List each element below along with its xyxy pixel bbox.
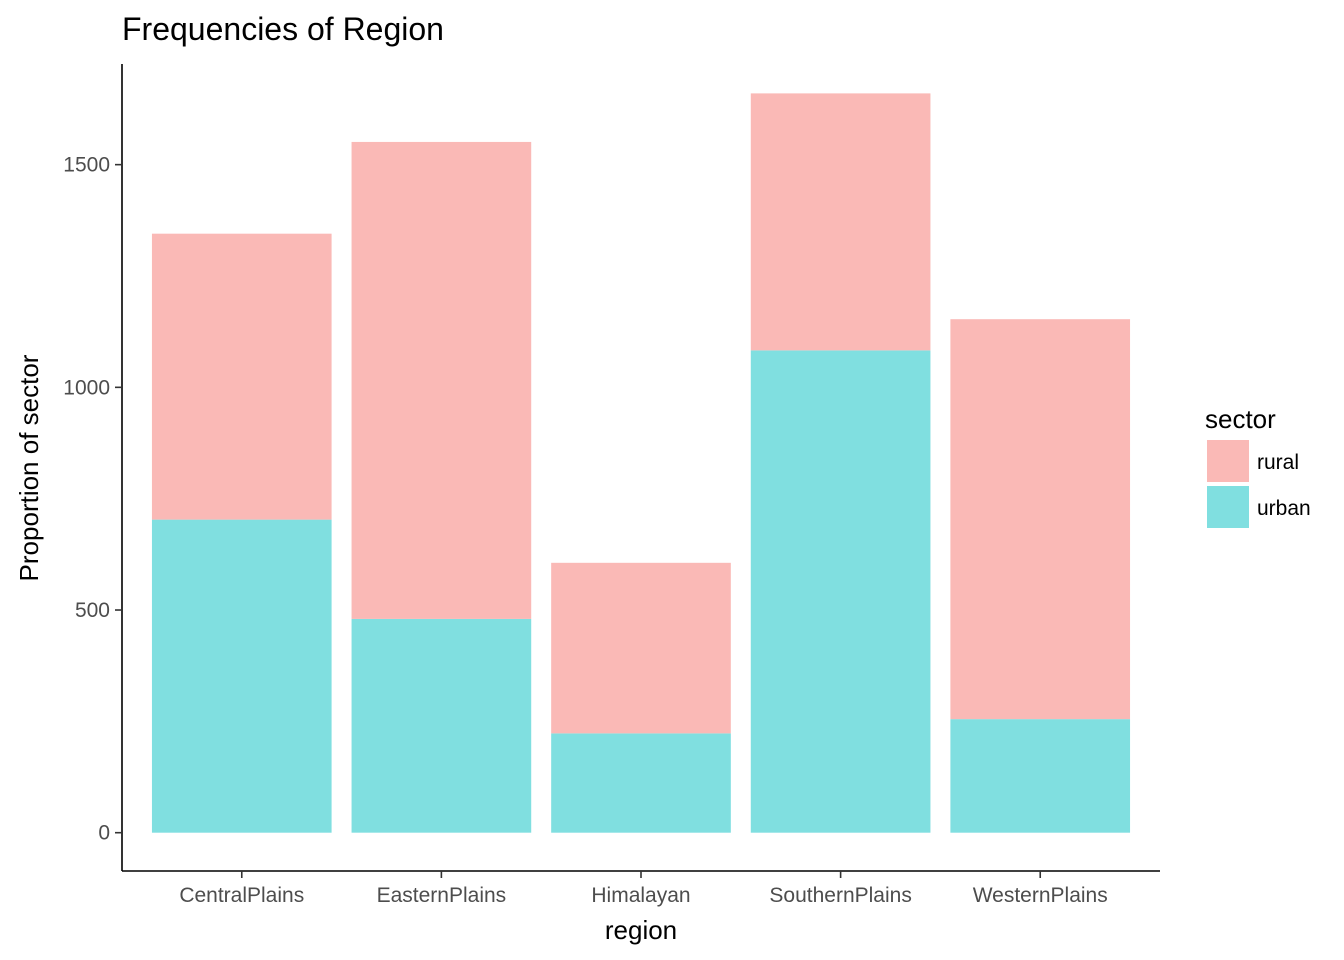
x-tick-label-CentralPlains: CentralPlains [179,884,304,907]
x-tick-label-SouthernPlains: SouthernPlains [769,884,911,907]
x-tick-label-Himalayan: Himalayan [591,884,690,907]
y-tick-label-500: 500 [75,599,110,622]
legend-label-rural: rural [1257,451,1299,474]
x-axis-title: region [605,915,677,945]
bar-rural-EasternPlains [351,141,532,619]
legend: sector rural urban [1205,404,1311,528]
chart-title: Frequencies of Region [122,11,444,47]
bars-group [151,93,1131,833]
legend-title: sector [1205,404,1276,434]
bar-urban-CentralPlains [151,519,332,833]
bar-rural-CentralPlains [151,233,332,520]
bar-urban-SouthernPlains [750,350,931,833]
bar-urban-EasternPlains [351,618,532,833]
bar-urban-WesternPlains [950,719,1131,833]
y-axis-ticks: 0 500 1000 1500 [63,154,122,845]
bar-rural-WesternPlains [950,319,1131,720]
legend-label-urban: urban [1257,497,1311,520]
legend-key-urban [1207,486,1249,528]
x-tick-label-EasternPlains: EasternPlains [377,884,507,907]
legend-key-rural [1207,440,1249,482]
bar-urban-Himalayan [551,733,731,833]
y-tick-label-0: 0 [98,822,110,845]
y-tick-label-1000: 1000 [63,376,110,399]
x-axis-ticks: CentralPlains EasternPlains Himalayan South… [179,871,1108,907]
x-tick-label-WesternPlains: WesternPlains [973,884,1108,907]
bar-rural-Himalayan [551,562,731,734]
bar-rural-SouthernPlains [750,93,931,351]
y-axis-title: Proportion of sector [14,354,44,581]
y-tick-label-1500: 1500 [63,154,110,177]
